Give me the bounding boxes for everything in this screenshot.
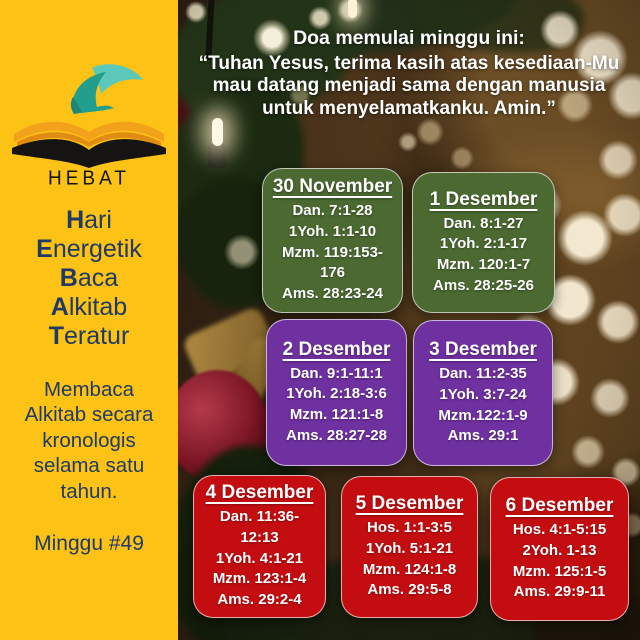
card-reading: Ams. 29:9-11 — [513, 583, 606, 601]
card-reading: Mzm.122:1-9 — [438, 406, 528, 424]
acronym-initial: T — [48, 322, 64, 350]
card-reading: Ams. 28:23-24 — [282, 285, 383, 303]
card-reading: 1Yoh. 5:1-21 — [365, 539, 454, 557]
reading-card: 6 Desember Hos. 4:1-5:15 2Yoh. 1-13 Mzm. 12… — [490, 477, 629, 621]
card-reading: Ams. 29:1 — [447, 427, 519, 445]
card-reading: Dan. 8:1-27 — [443, 214, 524, 232]
weekly-prayer: Doa memulai minggu ini: “Tuhan Yesus, te… — [178, 27, 640, 120]
logo-wordmark: HEBAT — [48, 167, 130, 190]
reading-card: 5 Desember Hos. 1:1-3:5 1Yoh. 5:1-21 Mzm. 1… — [341, 476, 478, 618]
card-reading: 1Yoh. 1:1-10 — [288, 222, 377, 240]
acronym-initial: H — [66, 206, 85, 234]
card-reading: Mzm. 119:153-176 — [282, 243, 383, 282]
prayer-heading: Doa memulai minggu ini: — [293, 27, 525, 49]
card-reading: Mzm. 121:1-8 — [289, 406, 384, 423]
card-date: 30 November — [272, 176, 393, 198]
acronym-line: Energetik — [36, 235, 142, 263]
acronym-initial: B — [59, 264, 78, 292]
acronym-line: Hari — [66, 206, 112, 234]
card-reading: Dan. 9:1-11:1 — [290, 364, 383, 382]
card-reading: Mzm. 123:1-4 — [212, 570, 307, 588]
card-date: 2 Desember — [282, 338, 391, 360]
card-date: 5 Desember — [355, 493, 464, 515]
card-reading: 1Yoh. 2:1-17 — [439, 235, 528, 253]
acronym-line: Alkitab — [50, 293, 128, 321]
card-reading: Mzm. 125:1-5 — [512, 562, 607, 580]
card-reading: 2Yoh. 1-13 — [522, 541, 597, 559]
reading-card: 4 Desember Dan. 11:36-12:13 1Yoh. 4:1-21 Mz… — [193, 475, 326, 618]
prayer-quote: “Tuhan Yesus, terima kasih atas kesediaa… — [198, 53, 620, 119]
reading-card: 30 November Dan. 7:1-28 1Yoh. 1:1-10 Mzm. 1… — [262, 168, 403, 313]
acronym-block: Hari Energetik Baca Alkitab Teratur — [36, 206, 142, 351]
sidebar: HEBAT Hari Energetik Baca Alkitab Teratur Me… — [0, 0, 178, 640]
card-reading: Mzm. 120:1-7 — [436, 256, 531, 273]
card-reading: Dan. 11:36-12:13 — [219, 508, 300, 546]
reading-card: 3 Desember Dan. 11:2-35 1Yoh. 3:7-24 Mzm.12… — [413, 320, 553, 466]
card-reading: Ams. 29:2-4 — [217, 591, 302, 609]
card-reading: Hos. 1:1-3:5 — [366, 519, 453, 537]
card-reading: 1Yoh. 3:7-24 — [439, 385, 527, 403]
week-number: Minggu #49 — [34, 532, 144, 556]
card-date: 3 Desember — [429, 339, 537, 361]
reading-card: 1 Desember Dan. 8:1-27 1Yoh. 2:1-17 Mzm. 12… — [412, 172, 555, 313]
hebat-logo: HEBAT — [10, 64, 168, 190]
acronym-line: Baca — [59, 264, 119, 292]
program-description: Membaca Alkitab secara kronologis selama… — [24, 378, 154, 503]
acronym-initial: A — [50, 293, 69, 321]
card-reading: 1Yoh. 2:18-3:6 — [286, 385, 387, 403]
acronym-line: Teratur — [48, 322, 130, 350]
acronym-initial: E — [36, 235, 53, 263]
card-reading: Ams. 28:27-28 — [286, 426, 387, 444]
card-reading: Hos. 4:1-5:15 — [512, 521, 607, 539]
card-reading: 1Yoh. 4:1-21 — [215, 549, 304, 567]
card-date: 6 Desember — [505, 495, 614, 517]
card-date: 1 Desember — [429, 188, 538, 210]
card-reading: Ams. 29:5-8 — [367, 581, 452, 599]
card-reading: Mzm. 124:1-8 — [362, 560, 457, 578]
card-date: 4 Desember — [205, 482, 314, 504]
card-reading: Ams. 28:25-26 — [433, 276, 534, 294]
reading-card: 2 Desember Dan. 9:1-11:1 1Yoh. 2:18-3:6 Mzm… — [266, 319, 407, 466]
card-reading: Dan. 11:2-35 — [439, 365, 527, 383]
card-reading: Dan. 7:1-28 — [292, 202, 373, 220]
book-bird-icon — [12, 64, 166, 168]
